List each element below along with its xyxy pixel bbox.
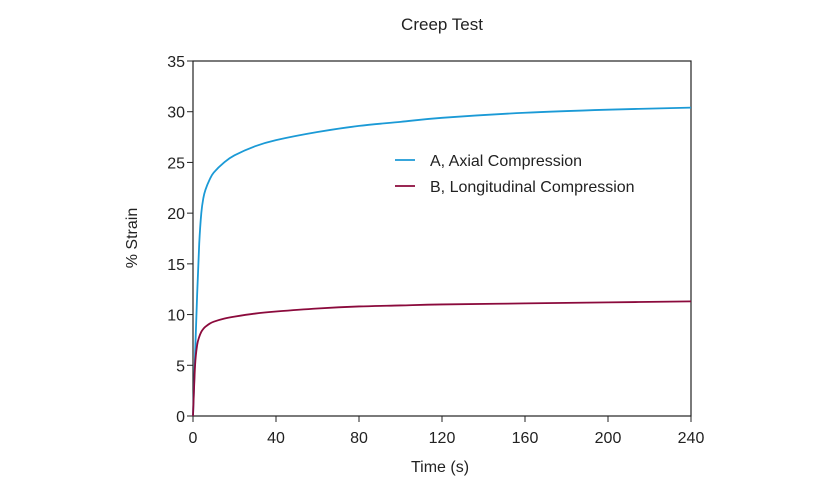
y-tick-label: 25 [167, 155, 185, 172]
x-axis-label: Time (s) [411, 459, 469, 476]
x-tick-label: 0 [189, 430, 198, 447]
y-axis-ticks: 0 5 10 15 20 25 30 35 [167, 54, 193, 426]
y-tick-label: 5 [176, 358, 185, 375]
x-tick-label: 40 [267, 430, 285, 447]
series-line-b [192, 300, 692, 417]
series-line-a [192, 106, 692, 417]
x-tick-label: 80 [350, 430, 368, 447]
x-tick-label: 200 [595, 430, 622, 447]
x-axis-ticks: 0 40 80 120 160 200 240 [189, 416, 705, 447]
legend: A, Axial Compression B, Longitudinal Comp… [395, 153, 635, 196]
series-lines [192, 106, 692, 417]
y-tick-label: 20 [167, 206, 185, 223]
legend-label: A, Axial Compression [430, 153, 582, 170]
y-tick-label: 15 [167, 257, 185, 274]
y-tick-label: 0 [176, 409, 185, 426]
plot-frame [192, 60, 692, 417]
x-tick-label: 240 [678, 430, 705, 447]
chart-title: Creep Test [401, 15, 483, 34]
x-tick-label: 160 [512, 430, 539, 447]
y-tick-label: 30 [167, 105, 185, 122]
y-tick-label: 35 [167, 54, 185, 71]
x-tick-label: 120 [429, 430, 456, 447]
y-tick-label: 10 [167, 308, 185, 325]
legend-label: B, Longitudinal Compression [430, 179, 635, 196]
y-axis-label: % Strain [124, 208, 141, 268]
